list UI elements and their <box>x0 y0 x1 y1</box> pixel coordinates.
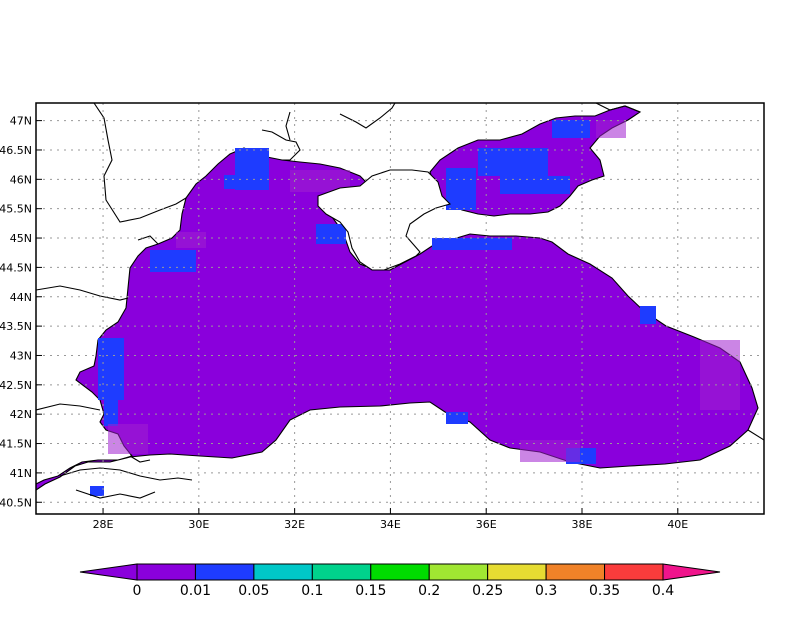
colorbar-under-triangle <box>79 563 138 581</box>
lon-tick-label: 38E <box>572 518 593 531</box>
colorbar-segment <box>136 563 196 581</box>
lat-tick-label: 44N <box>10 291 32 304</box>
colorbar-segment <box>604 563 664 581</box>
lat-tick-label: 46N <box>10 173 32 186</box>
colorbar-segment <box>253 563 313 581</box>
lat-tick-label: 43.5N <box>0 320 32 333</box>
lat-tick-label: 45.5N <box>0 203 32 216</box>
lon-tick-label: 32E <box>284 518 305 531</box>
colorbar-label: 0.3 <box>535 583 557 599</box>
colorbar-label: 0 <box>133 583 142 599</box>
lat-tick-label: 47N <box>10 115 32 128</box>
colorbar-over-triangle <box>662 563 721 581</box>
lon-tick-label: 36E <box>476 518 497 531</box>
colorbar-segment <box>428 563 489 581</box>
colorbar-segment <box>487 563 547 581</box>
lat-tick-label: 43N <box>10 349 32 362</box>
land-boundaries <box>36 103 764 499</box>
lat-tick-label: 42N <box>10 408 32 421</box>
colorbar-segment <box>311 563 372 581</box>
fringe-patches <box>108 120 740 462</box>
lat-tick-label: 44.5N <box>0 261 32 274</box>
crimea-land <box>317 169 452 271</box>
colorbar-segment <box>545 563 606 581</box>
colorbar-label: 0.2 <box>418 583 440 599</box>
value-patches <box>90 120 656 496</box>
plot-frame <box>35 102 765 515</box>
grid-lines <box>36 103 764 514</box>
colorbar: 0 0.01 0.05 0.1 0.15 0.2 0.25 0.3 0.35 0.4 <box>79 563 721 599</box>
colorbar-segment <box>370 563 430 581</box>
colorbar-label: 0.01 <box>180 583 211 599</box>
lon-tick-label: 30E <box>188 518 209 531</box>
colorbar-label: 0.05 <box>238 583 269 599</box>
lon-tick-label: 28E <box>93 518 114 531</box>
colorbar-label: 0.4 <box>652 583 674 599</box>
lat-tick-label: 46.5N <box>0 144 32 157</box>
lon-tick-label: 34E <box>380 518 401 531</box>
lat-tick-label: 45N <box>10 232 32 245</box>
lon-axis: 28E 30E 32E 34E 36E 38E 40E <box>93 508 688 531</box>
lat-tick-label: 41N <box>10 467 32 480</box>
lat-tick-label: 42.5N <box>0 379 32 392</box>
lat-tick-label: 41.5N <box>0 438 32 451</box>
colorbar-label: 0.25 <box>472 583 503 599</box>
lon-tick-label: 40E <box>667 518 688 531</box>
colorbar-segment <box>194 563 255 581</box>
lat-axis: 40.5N 41N 41.5N 42N 42.5N 43N 43.5N 44N 44.5N 45N… <box>0 115 42 509</box>
colorbar-label: 0.35 <box>589 583 620 599</box>
lat-tick-label: 40.5N <box>0 496 32 509</box>
colorbar-label: 0.15 <box>355 583 386 599</box>
colorbar-label: 0.1 <box>301 583 323 599</box>
